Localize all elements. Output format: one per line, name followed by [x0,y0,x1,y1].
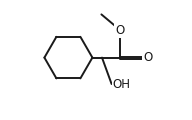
Text: O: O [115,24,125,36]
Text: O: O [143,51,152,64]
Text: OH: OH [112,78,130,90]
